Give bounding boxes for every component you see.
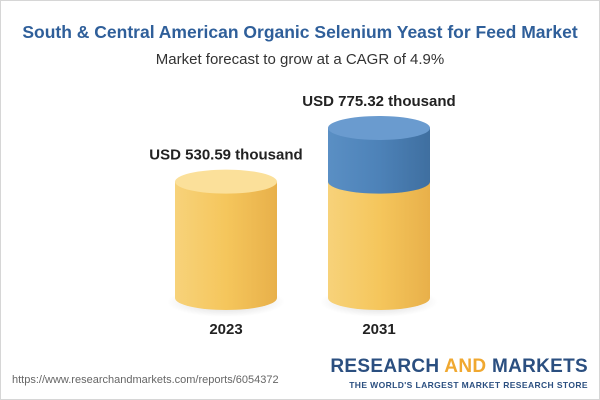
bar-top-2023 <box>175 169 277 194</box>
category-label-2031: 2031 <box>362 321 395 338</box>
data-label-2023: USD 530.59 thousand <box>149 147 302 164</box>
brand-tagline: THE WORLD'S LARGEST MARKET RESEARCH STOR… <box>349 380 588 390</box>
chart-subtitle: Market forecast to grow at a CAGR of 4.9… <box>155 51 445 68</box>
bar-growth-segment-2031 <box>328 128 430 194</box>
bar-2023 <box>175 181 277 310</box>
category-label-2023: 2023 <box>209 321 242 338</box>
chart-title: South & Central American Organic Seleniu… <box>22 22 578 42</box>
bar-base-segment-2031 <box>328 181 430 310</box>
source-url[interactable]: https://www.researchandmarkets.com/repor… <box>12 374 279 386</box>
brand-logo: RESEARCH AND MARKETS THE WORLD'S LARGEST… <box>330 356 588 390</box>
data-label-2031: USD 775.32 thousand <box>302 93 455 110</box>
brand-name: RESEARCH AND MARKETS <box>330 356 588 377</box>
bar-top-2031 <box>328 116 430 140</box>
